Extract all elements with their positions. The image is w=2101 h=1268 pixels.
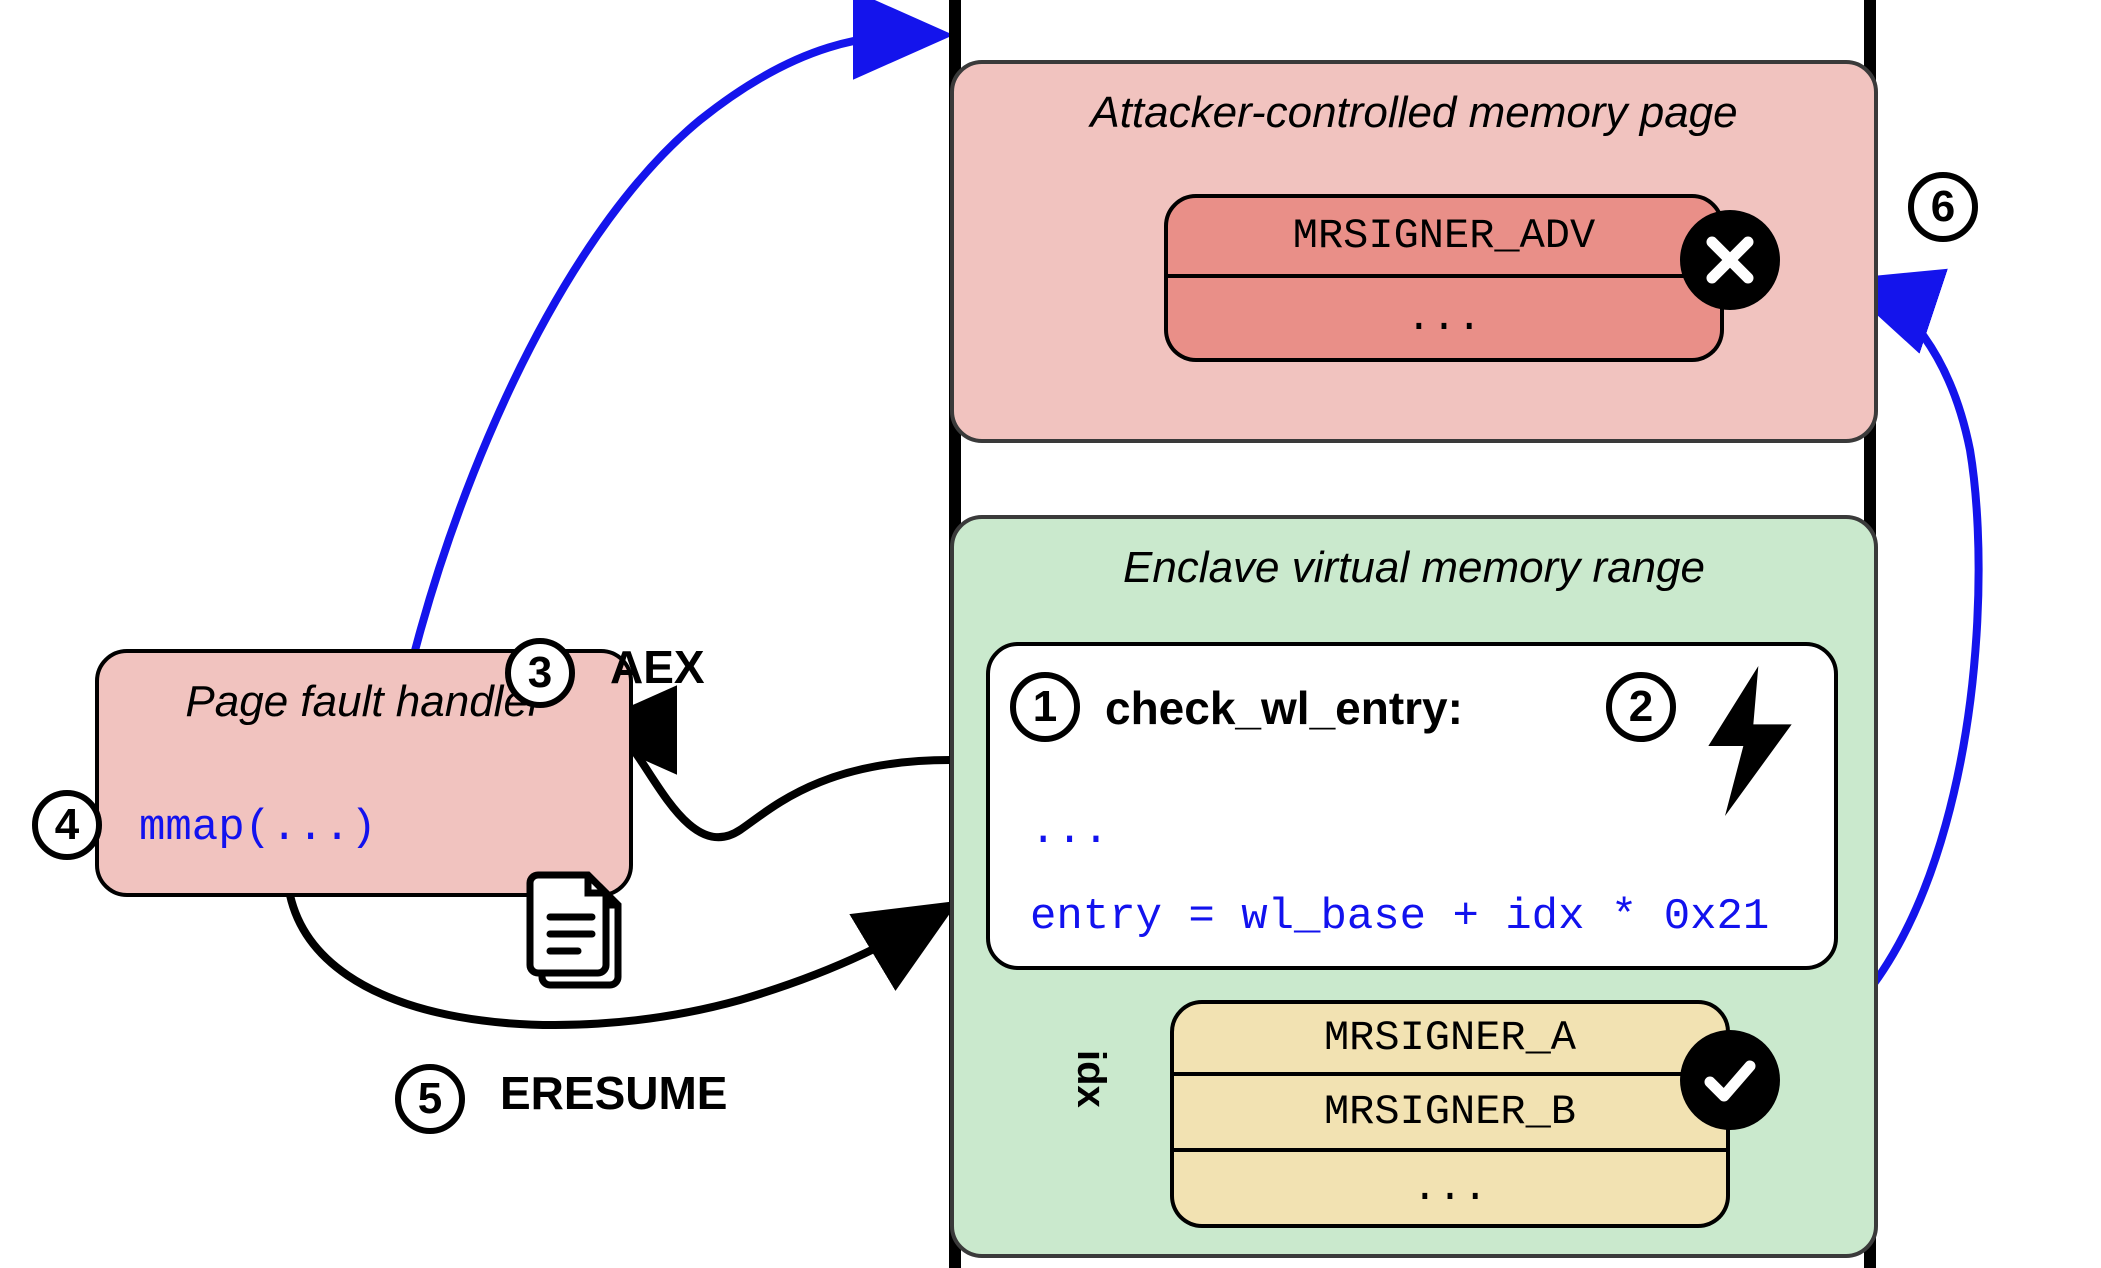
attacker-cellstack: MRSIGNER_ADV... bbox=[1164, 194, 1724, 362]
whitelist-status-check-icon bbox=[1680, 1030, 1780, 1130]
fault-lightning-icon bbox=[1700, 666, 1800, 821]
code-header: check_wl_entry: bbox=[1105, 681, 1463, 735]
step-badge-4: 4 bbox=[32, 790, 102, 860]
attacker-status-x-icon bbox=[1680, 210, 1780, 310]
step-badge-6: 6 bbox=[1908, 172, 1978, 242]
step-badge-3: 3 bbox=[505, 638, 575, 708]
handler-code: mmap(...) bbox=[139, 803, 377, 853]
enclave-box-title: Enclave virtual memory range bbox=[954, 543, 1874, 593]
whitelist-cell: ... bbox=[1170, 1152, 1730, 1228]
whitelist-cell: MRSIGNER_B bbox=[1170, 1076, 1730, 1152]
idx-label: idx bbox=[1068, 1050, 1113, 1108]
code-line: ... bbox=[1030, 806, 1794, 856]
whitelist-cell: MRSIGNER_A bbox=[1170, 1000, 1730, 1076]
step-badge-1: 1 bbox=[1010, 672, 1080, 742]
whitelist-cellstack: MRSIGNER_AMRSIGNER_B... bbox=[1170, 1000, 1730, 1228]
eresume-label: ERESUME bbox=[500, 1066, 727, 1120]
aex-label: AEX bbox=[610, 640, 705, 694]
attacker-cell: ... bbox=[1164, 278, 1724, 362]
code-lines: ... entry = wl_base + idx * 0x21 bbox=[1030, 806, 1794, 978]
attacker-box-title: Attacker-controlled memory page bbox=[954, 88, 1874, 138]
step-badge-2: 2 bbox=[1606, 672, 1676, 742]
document-icon bbox=[520, 862, 640, 1007]
code-line: entry = wl_base + idx * 0x21 bbox=[1030, 892, 1794, 942]
aex-arrow bbox=[610, 730, 950, 837]
attacker-cell: MRSIGNER_ADV bbox=[1164, 194, 1724, 278]
step-badge-5: 5 bbox=[395, 1064, 465, 1134]
